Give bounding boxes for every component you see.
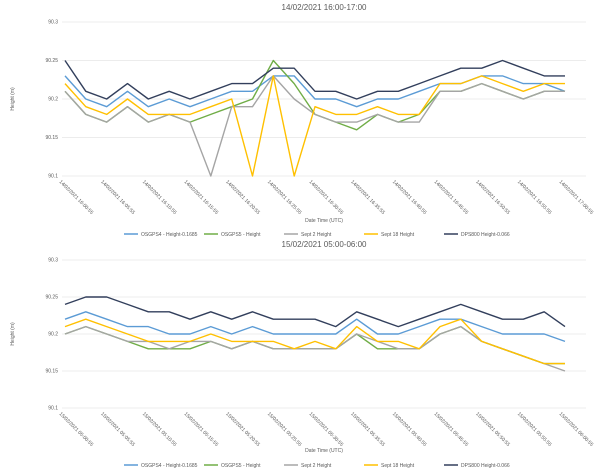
x-tick-label: 15/02/2021 05:55:55 — [516, 411, 553, 448]
x-tick-label: 15/02/2021 05:05:55 — [99, 411, 136, 448]
legend-label: DPS800 Height-0.066 — [461, 463, 510, 469]
x-tick-label: 14/02/2021 16:55:55 — [516, 179, 553, 216]
x-tick-label: 15/02/2021 05:50:55 — [474, 411, 511, 448]
chart-title: 15/02/2021 05:00-06:00 — [282, 240, 368, 249]
y-tick-label: 90.3 — [48, 20, 58, 26]
x-tick-label: 15/02/2021 06:00:55 — [558, 411, 595, 448]
legend-label: OSGPS4 - Height-0.1685 — [141, 232, 198, 238]
y-tick-label: 90.15 — [45, 369, 58, 375]
x-axis-title: Date Time (UTC) — [305, 448, 343, 454]
data-line — [64, 311, 566, 343]
legend-label: DPS800 Height-0.066 — [461, 232, 510, 238]
x-axis-title: Date Time (UTC) — [305, 218, 343, 224]
x-tick-label: 14/02/2021 16:15:55 — [183, 179, 220, 216]
legend-label: Sept 2 Height — [301, 232, 332, 238]
x-tick-label: 15/02/2021 05:35:55 — [349, 411, 386, 448]
x-tick-label: 15/02/2021 05:40:55 — [391, 411, 428, 448]
x-tick-label: 15/02/2021 05:15:55 — [183, 411, 220, 448]
data-line — [64, 325, 565, 365]
x-tick-label: 14/02/2021 16:45:55 — [433, 179, 470, 216]
legend-label: Sept 2 Height — [301, 463, 332, 469]
y-tick-label: 90.25 — [45, 58, 58, 64]
x-tick-label: 14/02/2021 16:40:55 — [391, 179, 428, 216]
x-tick-label: 15/02/2021 05:30:55 — [308, 411, 345, 448]
legend-label: Sept 18 Height — [381, 232, 415, 238]
x-tick-label: 14/02/2021 16:25:55 — [266, 179, 303, 216]
y-tick-label: 90.1 — [48, 406, 58, 412]
x-tick-label: 14/02/2021 16:35:55 — [349, 179, 386, 216]
y-axis-title: Height (m) — [10, 322, 16, 346]
y-tick-label: 90.1 — [48, 174, 58, 180]
y-tick-label: 90.2 — [48, 97, 58, 103]
x-tick-label: 15/02/2021 05:10:55 — [141, 411, 178, 448]
y-tick-label: 90.2 — [48, 332, 58, 338]
data-line — [64, 325, 566, 372]
data-line — [64, 75, 565, 177]
x-tick-label: 14/02/2021 16:50:55 — [474, 179, 511, 216]
data-line — [64, 59, 565, 100]
data-line — [64, 296, 566, 328]
data-line — [64, 75, 565, 177]
chart-title: 14/02/2021 16:00-17:00 — [282, 3, 368, 12]
x-tick-label: 14/02/2021 16:10:55 — [141, 179, 178, 216]
data-line — [64, 318, 565, 365]
x-tick-label: 14/02/2021 16:05:55 — [99, 179, 136, 216]
y-tick-label: 90.3 — [48, 258, 58, 264]
legend-label: OSGPS5 - Height — [221, 463, 261, 469]
x-tick-label: 15/02/2021 05:45:55 — [433, 411, 470, 448]
y-axis-title: Height (m) — [10, 87, 16, 111]
x-tick-label: 15/02/2021 05:20:55 — [224, 411, 261, 448]
legend-label: OSGPS5 - Height — [221, 232, 261, 238]
legend-label: Sept 18 Height — [381, 463, 415, 469]
x-tick-label: 14/02/2021 16:30:55 — [308, 179, 345, 216]
x-tick-label: 14/02/2021 16:20:55 — [224, 179, 261, 216]
data-line — [64, 59, 565, 131]
y-tick-label: 90.25 — [45, 295, 58, 301]
x-tick-label: 15/02/2021 05:25:55 — [266, 411, 303, 448]
x-tick-label: 14/02/2021 16:00:55 — [58, 179, 95, 216]
y-tick-label: 90.15 — [45, 135, 58, 141]
x-tick-label: 14/02/2021 17:00:55 — [558, 179, 595, 216]
legend-label: OSGPS4 - Height-0.1685 — [141, 463, 198, 469]
x-tick-label: 15/02/2021 05:00:55 — [58, 411, 95, 448]
